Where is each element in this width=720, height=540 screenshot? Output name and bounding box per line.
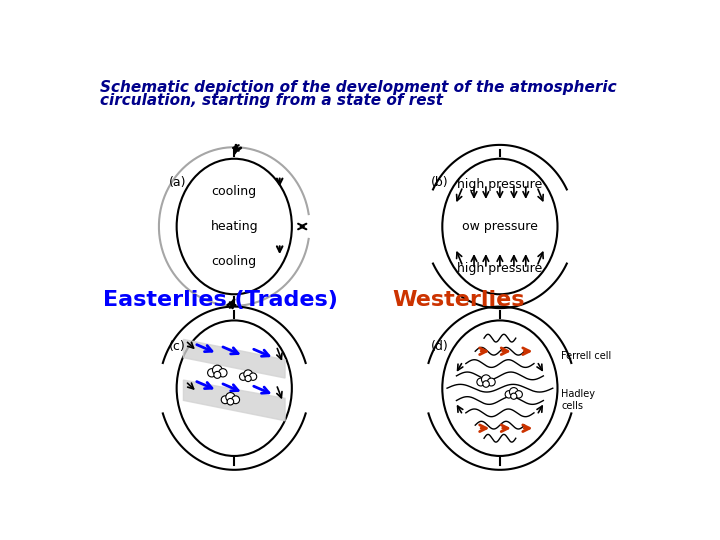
Circle shape (515, 390, 523, 398)
Circle shape (227, 399, 234, 405)
Circle shape (240, 373, 247, 380)
Circle shape (477, 378, 485, 386)
Circle shape (482, 375, 490, 384)
Circle shape (214, 372, 221, 379)
Text: (c): (c) (169, 340, 186, 353)
Text: (b): (b) (431, 176, 449, 189)
Text: Westerlies: Westerlies (392, 289, 525, 309)
Circle shape (232, 396, 240, 404)
Text: Hadley
cells: Hadley cells (562, 389, 595, 410)
Circle shape (249, 373, 257, 380)
Circle shape (221, 396, 229, 404)
Text: Ferrell cell: Ferrell cell (562, 351, 611, 361)
Text: Easterlies (Trades): Easterlies (Trades) (104, 289, 338, 309)
Text: circulation, starting from a state of rest: circulation, starting from a state of re… (99, 92, 443, 107)
Circle shape (226, 393, 235, 402)
Circle shape (207, 369, 216, 377)
Circle shape (505, 390, 513, 398)
Text: Schematic depiction of the development of the atmospheric: Schematic depiction of the development o… (99, 80, 616, 95)
Polygon shape (184, 340, 285, 378)
Text: heating: heating (210, 220, 258, 233)
Text: high pressure: high pressure (457, 178, 543, 191)
Circle shape (483, 381, 490, 387)
Circle shape (212, 365, 222, 375)
Text: high pressure: high pressure (457, 262, 543, 275)
Text: (a): (a) (169, 176, 186, 189)
Text: (d): (d) (431, 340, 449, 353)
Circle shape (244, 370, 253, 379)
Circle shape (510, 388, 518, 396)
Polygon shape (184, 380, 285, 421)
Circle shape (510, 393, 517, 399)
Circle shape (487, 378, 495, 386)
Circle shape (245, 375, 251, 382)
Text: cooling: cooling (212, 185, 257, 198)
Text: cooling: cooling (212, 255, 257, 268)
Text: ow pressure: ow pressure (462, 220, 538, 233)
Circle shape (219, 369, 227, 377)
